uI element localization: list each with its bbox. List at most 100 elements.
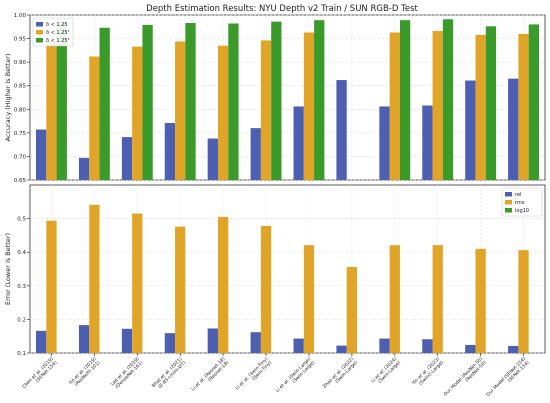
- bar: [336, 345, 347, 353]
- bar: [485, 26, 497, 180]
- legend-label: rms: [515, 200, 525, 206]
- bar: [314, 20, 325, 180]
- legend-swatch: [36, 38, 43, 43]
- legend-label: δ < 1.25³: [46, 38, 70, 44]
- bar: [121, 328, 133, 353]
- bar: [228, 23, 239, 180]
- y-tick-label: 1.00: [14, 13, 27, 19]
- bar: [475, 34, 486, 180]
- x-tick-labels: Chen et al. (2019)(SENet-154) Yin et al. …: [21, 353, 531, 402]
- bar: [508, 78, 519, 180]
- bar: [78, 325, 90, 353]
- legend-swatch: [505, 208, 512, 213]
- bar: [303, 32, 315, 180]
- bar: [389, 32, 400, 180]
- x-tick-label: Li et al. (Swin-Tiny)(Swin-Tiny): [234, 356, 273, 395]
- bar: [508, 345, 519, 353]
- bar: [36, 330, 47, 353]
- accuracy-panel: 0.65 0.70 0.75 0.80 0.85 0.90 0.95 1.00 Accuracy…: [4, 13, 546, 184]
- bar: [89, 56, 100, 180]
- bar: [185, 23, 196, 181]
- bar: [336, 80, 347, 180]
- bar: [442, 19, 454, 180]
- y-axis-label: Accuracy (Higher is Better): [4, 54, 12, 142]
- bar: [250, 332, 261, 353]
- legend-swatch: [36, 30, 43, 35]
- x-tick-label: Yin et al. (2019)(ResNeXt-101): [67, 356, 102, 391]
- legend-label: log10: [515, 208, 529, 214]
- x-tick-label: Li et al. (2024)(Swin-Large): [370, 356, 402, 388]
- bar: [422, 105, 433, 180]
- x-tick-label: Yin et al. (2023)(Swin2-Large): [410, 356, 445, 391]
- bar: [78, 157, 90, 180]
- y-tick-label: 0.65: [14, 178, 27, 184]
- bar: [207, 328, 218, 353]
- y-tick-label: 0.75: [14, 131, 27, 137]
- y-tick-label: 0.5: [17, 217, 26, 223]
- legend-swatch: [505, 200, 512, 205]
- legend: rel rms log10: [501, 187, 543, 217]
- x-tick-label: Lee et al. (2019)(DenseNet-161): [110, 356, 145, 391]
- y-tick-label: 0.90: [14, 60, 27, 66]
- bar: [99, 27, 110, 180]
- bar: [528, 24, 539, 180]
- bar: [260, 225, 272, 353]
- bar: [475, 248, 486, 353]
- bar: [379, 106, 390, 180]
- bar: [121, 137, 133, 180]
- x-tick-label: Li et al. (Swin-Large)(Swin-Large): [275, 356, 317, 398]
- bar: [518, 250, 529, 353]
- bar: [207, 138, 218, 180]
- bar: [303, 245, 315, 353]
- bar: [132, 46, 143, 181]
- legend-label: δ < 1.25²: [46, 30, 70, 36]
- bar: [432, 245, 443, 353]
- bar: [175, 41, 186, 181]
- bar: [164, 333, 176, 353]
- bar: [142, 24, 153, 181]
- legend-swatch: [505, 192, 512, 197]
- bar: [465, 80, 476, 180]
- bar: [89, 204, 100, 353]
- y-tick-label: 0.85: [14, 84, 27, 90]
- y-tick-label: 0.3: [17, 284, 26, 290]
- y-tick-label: 0.4: [17, 250, 26, 256]
- x-tick-label: Zhao et al. (2022)(Swin-Large): [322, 356, 359, 393]
- plot-frame: [29, 14, 546, 181]
- y-tick-label: 0.80: [14, 107, 27, 113]
- plot-frame: [29, 184, 546, 354]
- bar: [56, 22, 67, 180]
- chart-title: Depth Estimation Results: NYU Depth v2 T…: [146, 4, 418, 14]
- bar: [217, 216, 229, 353]
- y-tick-label: 0.2: [17, 317, 26, 323]
- bar: [250, 128, 261, 180]
- bar: [164, 122, 176, 180]
- y-tick-label: 0.70: [14, 154, 27, 160]
- bar: [46, 220, 57, 353]
- bar: [518, 33, 529, 180]
- x-tick-label: Bhat et al. (2021)(E-B5+mini-ViT): [151, 356, 188, 393]
- bar: [175, 226, 186, 353]
- y-axis-label: Error (Lower is Better): [4, 233, 12, 305]
- bar: [36, 129, 47, 180]
- legend-label: rel: [515, 192, 521, 198]
- bar: [271, 21, 282, 180]
- bar: [293, 338, 304, 353]
- error-panel: 0.1 0.2 0.3 0.4 0.5 Error (Lower is Better) re…: [4, 184, 546, 357]
- x-tick-label: Our Model (SENet-154)(SENet-154): [485, 356, 531, 402]
- x-tick-label: Li et al. (Resnet-18)(Resnet-18): [190, 356, 230, 396]
- bar: [422, 339, 433, 353]
- bar: [132, 213, 143, 353]
- bar: [389, 245, 400, 353]
- bar: [379, 338, 390, 353]
- x-tick-label: Chen et al. (2019)(SENet-154): [21, 356, 59, 394]
- y-tick-label: 0.1: [17, 351, 26, 357]
- bar: [432, 31, 443, 181]
- y-tick-label: 0.95: [14, 37, 27, 43]
- legend-swatch: [36, 22, 43, 27]
- legend: δ < 1.25 δ < 1.25² δ < 1.25³: [32, 17, 74, 47]
- legend-label: δ < 1.25: [46, 22, 68, 28]
- bar: [46, 41, 57, 180]
- bar: [293, 106, 304, 180]
